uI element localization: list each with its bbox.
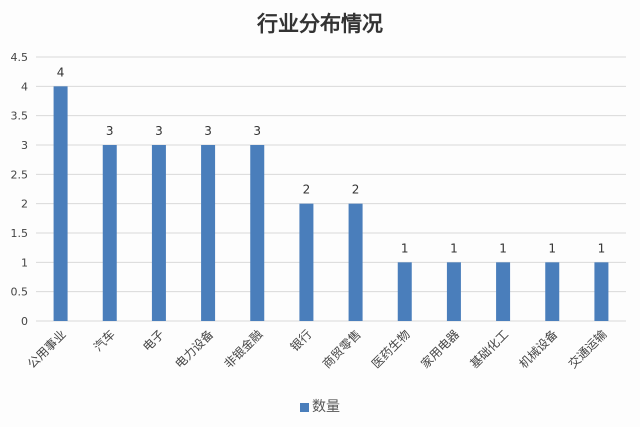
data-label: 4	[57, 65, 65, 79]
x-tick-label: 商贸零售	[319, 327, 364, 372]
bar	[348, 203, 363, 321]
data-label: 1	[450, 241, 458, 255]
chart-title: 行业分布情况	[257, 11, 383, 36]
x-tick-label: 家用电器	[417, 327, 462, 372]
x-tick-label: 银行	[288, 327, 315, 354]
x-tick-label: 电力设备	[172, 327, 216, 371]
x-tick-label: 汽车	[90, 327, 118, 355]
data-label: 3	[106, 124, 114, 138]
x-tick-label: 基础化工	[467, 327, 511, 371]
y-tick-label: 3.5	[11, 110, 29, 123]
y-tick-label: 1	[21, 256, 28, 269]
y-tick-label: 2	[21, 198, 28, 211]
bar	[151, 145, 166, 321]
legend: 数量	[0, 396, 640, 416]
bar	[594, 262, 609, 321]
bar	[299, 203, 314, 321]
data-label: 3	[204, 124, 212, 138]
data-label: 1	[499, 241, 507, 255]
y-tick-label: 4	[21, 80, 28, 93]
bar	[250, 145, 265, 321]
x-tick-label: 机械设备	[516, 327, 561, 372]
x-tick-label: 电子	[140, 327, 167, 354]
bar	[397, 262, 412, 321]
y-tick-label: 3	[21, 139, 28, 152]
x-tick-label: 交通运输	[565, 327, 610, 372]
y-tick-label: 2.5	[11, 168, 29, 181]
y-tick-label: 1.5	[11, 227, 29, 240]
bar	[545, 262, 560, 321]
y-tick-label: 4.5	[11, 51, 29, 64]
data-label: 3	[155, 124, 163, 138]
bar	[201, 145, 216, 321]
x-tick-label: 医药生物	[369, 327, 413, 371]
data-label: 1	[548, 241, 556, 255]
bar	[53, 86, 68, 321]
data-label: 2	[303, 183, 311, 197]
data-label: 1	[598, 241, 606, 255]
data-label: 3	[253, 124, 261, 138]
bar	[446, 262, 461, 321]
data-label: 2	[352, 183, 360, 197]
bar	[102, 145, 117, 321]
bar	[496, 262, 511, 321]
x-tick-label: 公用事业	[25, 327, 69, 371]
y-tick-label: 0.5	[11, 286, 29, 299]
y-tick-label: 0	[21, 315, 28, 328]
legend-swatch	[300, 402, 309, 412]
data-label: 1	[401, 241, 409, 255]
x-tick-label: 非银金融	[221, 327, 266, 372]
legend-label: 数量	[312, 399, 340, 415]
